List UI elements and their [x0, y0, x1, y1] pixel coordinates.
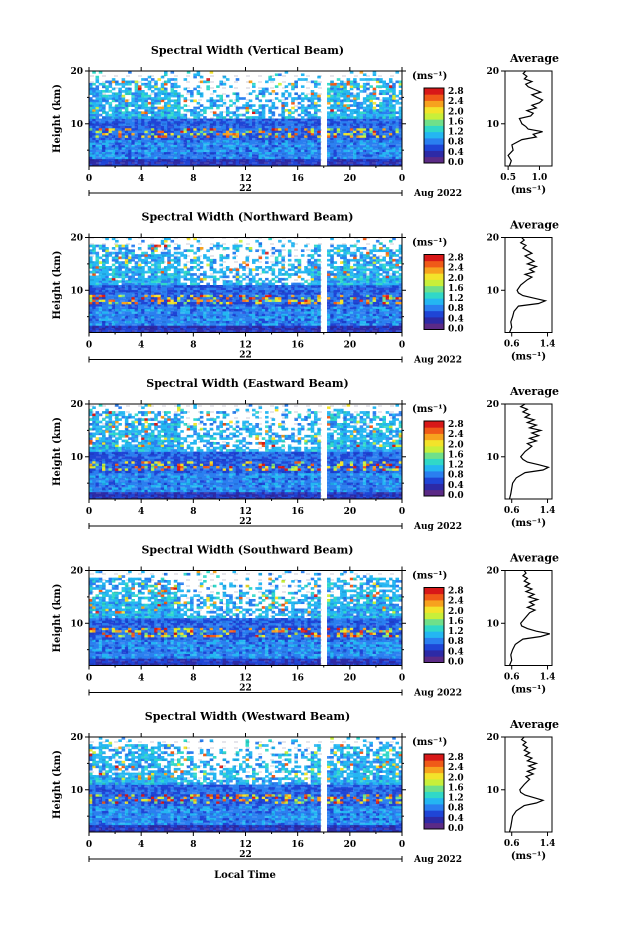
x-tick-label: 4 [138, 174, 144, 184]
average-x-axis-label: (ms⁻¹) [511, 185, 546, 196]
panel-title: Spectral Width (Vertical Beam) [151, 44, 344, 57]
colorbar-tick-label: 1.6 [448, 117, 464, 127]
y-tick-label: 20 [70, 67, 83, 77]
panel-title: Spectral Width (Northward Beam) [142, 211, 354, 224]
average-frame [504, 70, 553, 167]
panel-1: Spectral Width (Vertical Beam) 20 10 Height… [52, 44, 559, 199]
colorbar-frame [423, 87, 445, 164]
date-label: 22 [239, 184, 252, 194]
colorbar-tick-label: 0.4 [448, 148, 464, 158]
colorbar-swatch [424, 119, 444, 126]
average-x-tick-label: 1.0 [532, 173, 548, 183]
month-label: Aug 2022 [413, 189, 462, 199]
average-title: Average [509, 52, 559, 65]
colorbar-swatch [424, 88, 444, 95]
y-tick-label: 10 [70, 120, 83, 130]
colorbar-tick-label: 2.4 [448, 97, 464, 107]
colorbar-tick-label: 0.8 [448, 138, 464, 148]
colorbar-unit: (ms⁻¹) [412, 71, 447, 82]
average-profile-panel: Average 20 10 0.5 1.0 (ms⁻¹) [486, 52, 559, 196]
colorbar [423, 87, 445, 164]
colorbar-swatch [424, 156, 444, 164]
colorbar-swatch [424, 100, 444, 108]
average-profile-line [507, 70, 544, 167]
colorbar-swatch [424, 138, 444, 145]
x-tick-label: 8 [190, 174, 196, 184]
colorbar-swatch [424, 106, 444, 114]
heatmap-texture [89, 71, 402, 166]
average-y-tick-label: 20 [486, 67, 499, 77]
panel-2: Spectral Width (Northward Beam)2010Heigh… [52, 211, 559, 366]
x-tick-label: 12 [239, 174, 252, 184]
y-axis-label: Height (km) [52, 84, 63, 153]
colorbar-swatch [424, 131, 444, 139]
x-tick-label: 0 [86, 174, 92, 184]
colorbar-swatch [424, 94, 444, 101]
colorbar-swatch [424, 150, 444, 158]
colorbar-tick-label: 2.0 [448, 107, 464, 117]
x-tick-label: 0 [399, 174, 405, 184]
average-y-tick-label: 10 [486, 120, 499, 130]
colorbar-swatch [424, 113, 444, 120]
colorbar-swatch [424, 125, 444, 133]
colorbar-tick-label: 0.0 [448, 158, 464, 168]
colorbar-tick-label: 1.2 [448, 128, 464, 138]
x-tick-label: 20 [344, 174, 357, 184]
colorbar-swatch [424, 144, 444, 151]
panels: Spectral Width (Vertical Beam) 20 10 Height… [52, 44, 559, 865]
x-tick-label: 16 [291, 174, 304, 184]
colorbar-tick-label: 2.8 [448, 87, 464, 97]
average-x-tick-label: 0.5 [500, 173, 516, 183]
